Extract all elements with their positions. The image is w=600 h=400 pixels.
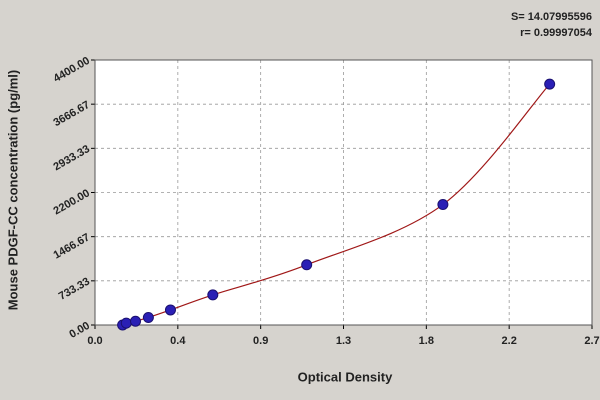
x-axis-label: Optical Density (298, 369, 393, 384)
y-axis-label: Mouse PDGF-CC concentration (pg/ml) (5, 70, 20, 311)
x-tick-label: 1.8 (419, 335, 434, 347)
data-point (544, 78, 556, 90)
x-tick-label: 0.4 (170, 335, 186, 347)
x-tick-label: 0.9 (253, 335, 268, 347)
x-tick-label: 1.3 (336, 335, 351, 347)
data-point (301, 259, 313, 271)
x-tick-label: 2.7 (584, 335, 599, 347)
x-tick-label: 2.2 (502, 335, 517, 347)
plot-frame (94, 59, 593, 326)
annotation: r= 0.99997054 (520, 27, 593, 39)
x-tick-label: 0.0 (87, 335, 102, 347)
annotation: S= 14.07995596 (511, 11, 592, 23)
data-point (120, 317, 132, 329)
data-point (142, 311, 154, 323)
data-point (164, 304, 176, 316)
data-point (437, 199, 449, 211)
data-point (207, 289, 219, 301)
data-point (129, 315, 141, 327)
